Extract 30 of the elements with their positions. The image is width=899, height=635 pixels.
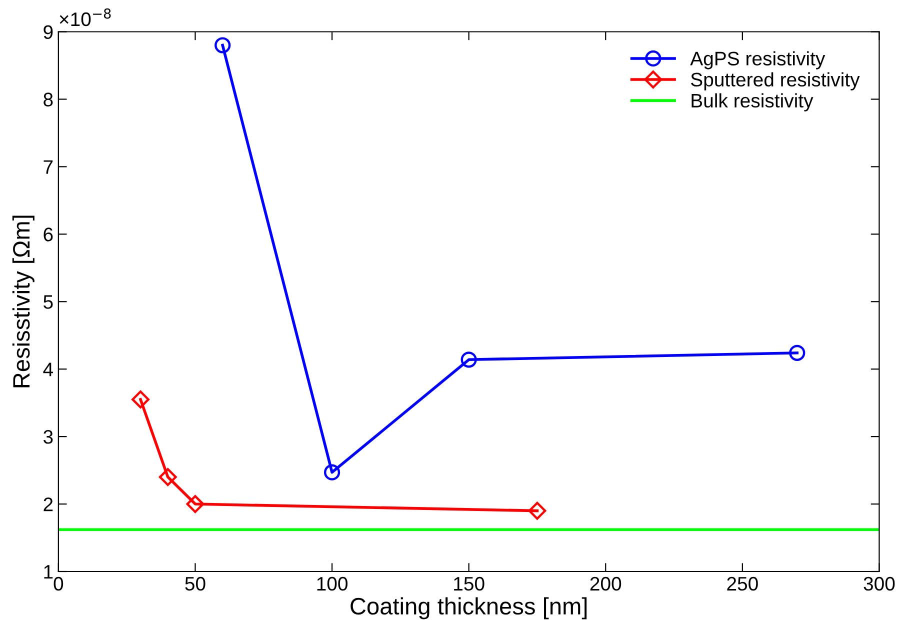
x-tick-label: 0 bbox=[54, 576, 64, 591]
y-tick-label: 1 bbox=[44, 565, 53, 579]
x-tick-label: 300 bbox=[864, 576, 895, 591]
point bbox=[132, 390, 150, 408]
legend-label: Bulk resistivity bbox=[692, 93, 814, 112]
x-tick-label: 150 bbox=[454, 576, 484, 591]
x-tick-label: 250 bbox=[727, 576, 758, 591]
y-axis-title: Resisstivity [Ωm] bbox=[12, 216, 34, 388]
x-axis-title: Coating thickness [nm] bbox=[350, 597, 587, 620]
y-tick-label: 2 bbox=[44, 498, 53, 512]
point bbox=[324, 464, 340, 480]
y-tick-label: 7 bbox=[44, 160, 53, 174]
y-tick-label: 3 bbox=[44, 430, 53, 444]
y-tick-label: 8 bbox=[44, 92, 53, 106]
point bbox=[460, 352, 477, 368]
legend-label: Sputtered resistivity bbox=[691, 72, 860, 90]
point bbox=[186, 495, 204, 513]
y-tick-label: 9 bbox=[44, 25, 53, 39]
x-tick-label: 200 bbox=[590, 576, 622, 591]
point bbox=[528, 502, 546, 520]
legend-label: AgPS resistivity bbox=[690, 51, 826, 70]
point bbox=[214, 37, 231, 54]
point bbox=[158, 468, 177, 486]
y-tick-label: 6 bbox=[44, 228, 53, 242]
x-tick-label: 50 bbox=[185, 576, 206, 591]
y-tick-label: 5 bbox=[44, 295, 53, 309]
y-tick-label: 4 bbox=[43, 362, 54, 376]
x-tick-label: 100 bbox=[317, 576, 348, 591]
point bbox=[789, 344, 806, 361]
text: ×10$^{−8}$ bbox=[60, 8, 111, 26]
